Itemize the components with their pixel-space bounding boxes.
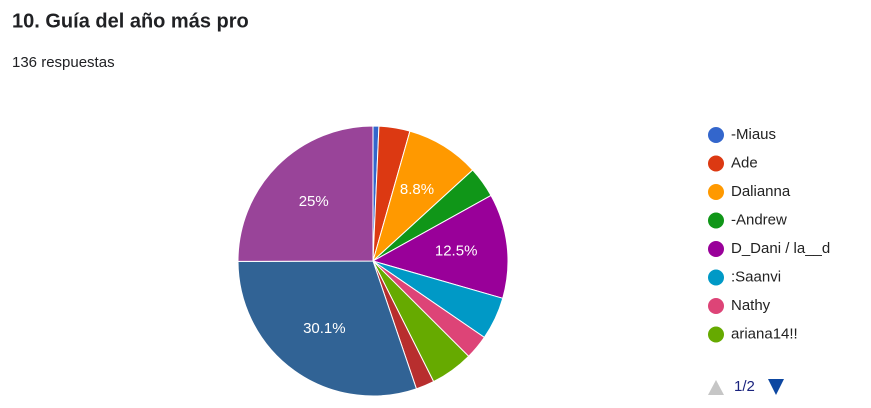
pie-slice xyxy=(371,194,509,299)
legend-label: -Miaus xyxy=(731,126,776,143)
chart-title: 10. Guía del año más pro xyxy=(12,10,249,32)
slice-label: 25% xyxy=(299,193,329,210)
legend-label: :Saanvi xyxy=(731,268,781,285)
slice-label: 8.8% xyxy=(400,181,434,198)
legend-label: Nathy xyxy=(731,297,771,314)
page-indicator: 1/2 xyxy=(734,378,755,395)
legend-label: D_Dani / la__d xyxy=(731,240,830,257)
slice-label: 30.1% xyxy=(303,320,346,337)
legend-swatch xyxy=(708,184,724,200)
legend-swatch xyxy=(708,212,724,229)
legend-swatch xyxy=(708,241,724,257)
legend-label: Dalianna xyxy=(731,183,791,200)
pie-slice xyxy=(237,260,418,397)
legend-swatch xyxy=(708,269,724,286)
legend-label: Ade xyxy=(731,154,758,171)
legend-swatch xyxy=(708,298,724,314)
pie-slice xyxy=(237,125,374,262)
legend-swatch xyxy=(708,127,724,143)
legend-label: -Andrew xyxy=(731,211,787,228)
legend-pager: 1/2 xyxy=(708,378,784,395)
legend-swatch xyxy=(708,155,724,172)
legend-swatch xyxy=(708,326,724,343)
slice-label: 12.5% xyxy=(435,243,478,260)
page-down-button[interactable] xyxy=(768,379,784,395)
chart-subtitle: 136 respuestas xyxy=(12,54,115,71)
legend-label: ariana14!! xyxy=(731,325,798,342)
page-up-button[interactable] xyxy=(708,380,724,395)
